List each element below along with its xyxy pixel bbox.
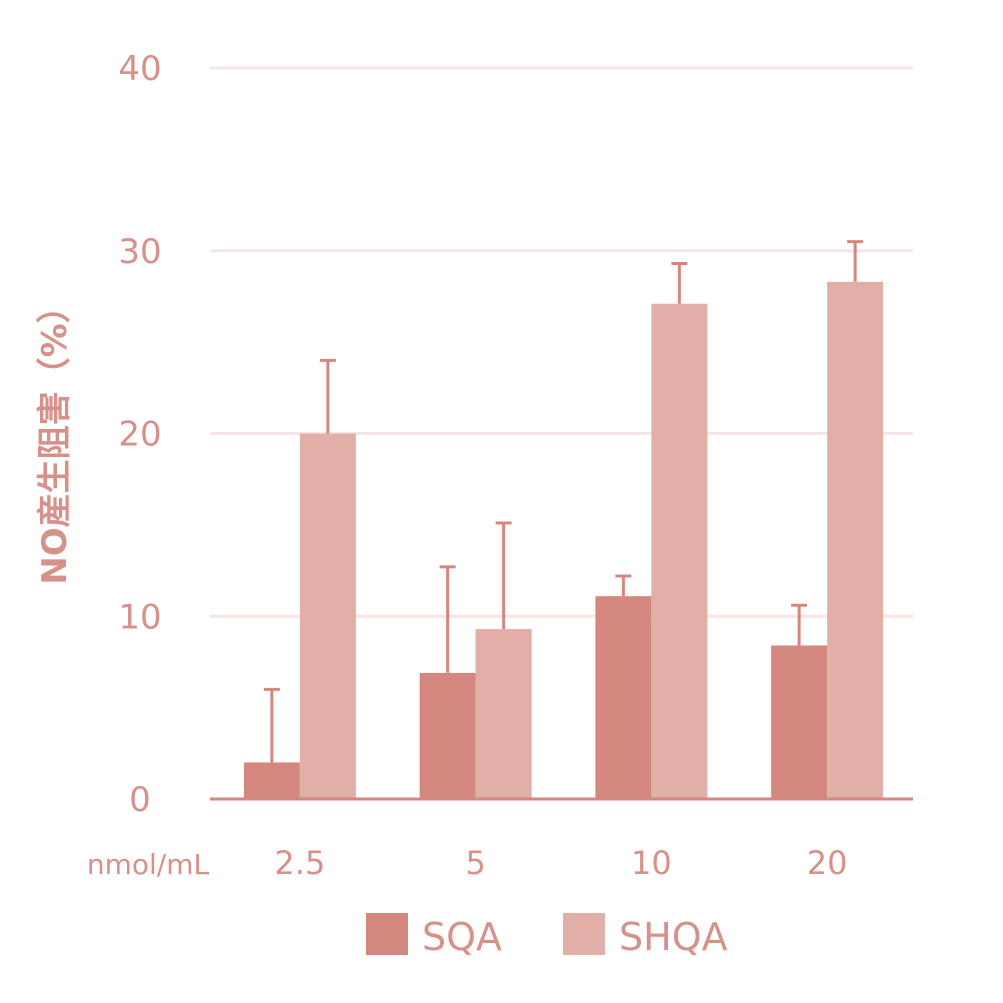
legend: SQA SHQA: [366, 913, 728, 959]
bar-shqa-2.5: [299, 433, 356, 799]
x-tick-label: 5: [465, 844, 485, 882]
y-tick-labels: 0 10 20 30 40: [118, 49, 161, 820]
x-unit-label: nmol/mL: [87, 848, 210, 881]
y-tick-label: 10: [118, 597, 161, 637]
x-tick-label: 2.5: [274, 844, 325, 882]
bar-shqa-10: [651, 303, 708, 799]
bar-sqa-10: [595, 596, 652, 799]
legend-swatch-shqa: [563, 913, 605, 955]
y-tick-label: 40: [118, 49, 161, 89]
y-axis-label: NO産生阻害（%）: [35, 289, 75, 584]
bar-sqa-5: [419, 672, 476, 799]
y-tick-label: 20: [118, 415, 161, 455]
bar-shqa-20: [827, 281, 884, 799]
legend-swatch-sqa: [366, 913, 408, 955]
x-tick-labels: 2.5 5 10 20: [274, 844, 847, 882]
bar-shqa-5: [475, 629, 532, 799]
legend-label-sqa: SQA: [422, 915, 502, 959]
error-bars: [263, 240, 864, 763]
x-tick-label: 20: [807, 844, 848, 882]
bars: [243, 281, 884, 799]
legend-label-shqa: SHQA: [619, 915, 728, 959]
bar-sqa-20: [771, 645, 828, 799]
y-tick-label: 30: [118, 232, 161, 272]
y-tick-label: 0: [129, 780, 151, 820]
bar-sqa-2.5: [243, 762, 300, 799]
x-tick-label: 10: [631, 844, 672, 882]
